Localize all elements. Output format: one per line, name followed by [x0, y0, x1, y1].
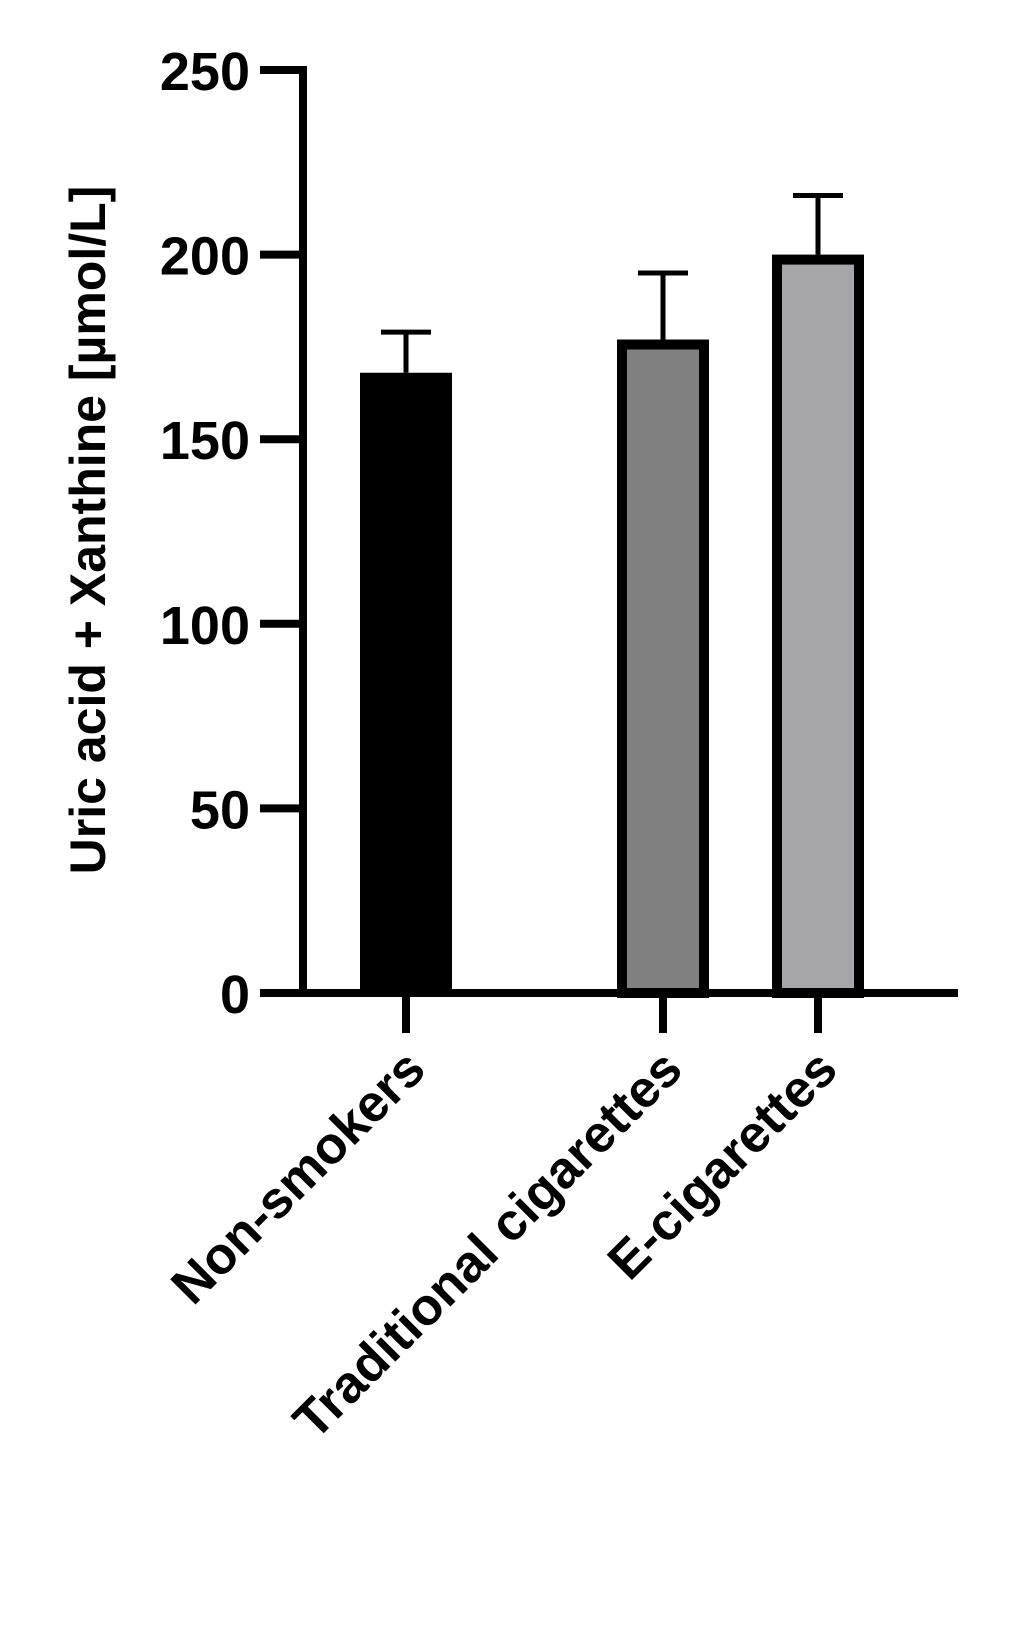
- bar: [772, 254, 864, 999]
- y-tick-label: 150: [160, 411, 250, 471]
- x-tick-label: Non-smokers: [160, 1039, 436, 1315]
- bar: [360, 372, 452, 993]
- bar: [617, 339, 709, 998]
- y-axis-label: Uric acid + Xanthine [µmol/L]: [60, 186, 116, 875]
- y-tick-label: 0: [220, 965, 250, 1025]
- y-tick-label: 200: [160, 227, 250, 287]
- y-tick-label: 250: [160, 42, 250, 102]
- y-tick-label: 100: [160, 596, 250, 656]
- y-tick-label: 50: [190, 780, 250, 840]
